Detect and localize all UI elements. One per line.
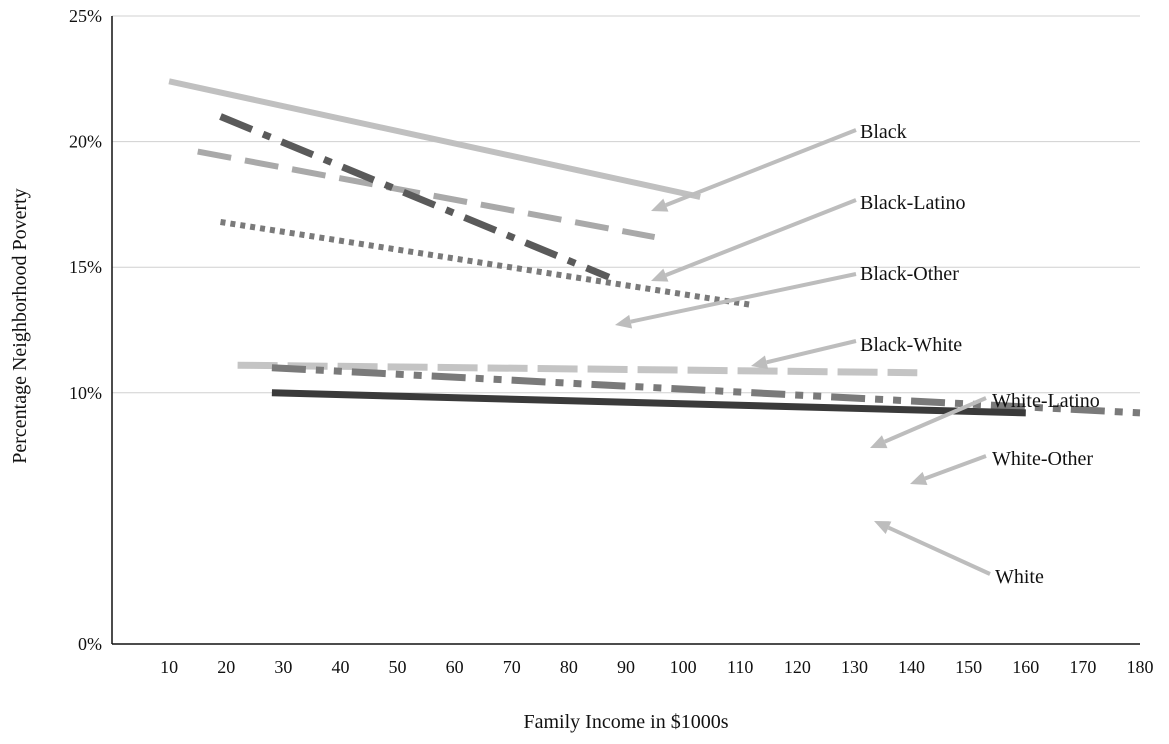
x-tick-label: 160 — [1012, 657, 1039, 677]
x-tick-label: 140 — [898, 657, 925, 677]
x-tick-label: 90 — [617, 657, 635, 677]
series-line-black-latino — [197, 148, 656, 241]
grid-lines — [112, 15, 1140, 394]
y-tick-label: 20% — [69, 132, 102, 152]
callout-arrow-white-latino — [883, 396, 987, 444]
callout-arrow-black-latino — [665, 198, 857, 277]
series-label-white-latino: White-Latino — [992, 390, 1100, 412]
x-tick-label: 30 — [274, 657, 292, 677]
series-line-white-latino — [237, 361, 918, 377]
x-tick-label: 80 — [560, 657, 578, 677]
series-lines — [168, 78, 1141, 417]
series-label-black-white: Black-White — [860, 334, 962, 356]
callout-arrowhead-black-white — [751, 355, 769, 370]
y-tick-label: 0% — [78, 634, 102, 654]
x-tick-label: 180 — [1127, 657, 1154, 677]
series-line-white-other — [271, 364, 1141, 417]
series-label-black: Black — [860, 121, 907, 143]
x-tick-label: 120 — [784, 657, 811, 677]
callout-arrowhead-white-other — [910, 471, 928, 486]
series-line-black-other — [219, 113, 611, 281]
callout-arrow-black-other — [630, 272, 857, 324]
x-tick-label: 150 — [955, 657, 982, 677]
series-label-black-other: Black-Other — [860, 263, 959, 285]
callout-arrowhead-white — [874, 521, 892, 535]
callout-arrowhead-black-other — [615, 314, 633, 329]
x-tick-label: 60 — [446, 657, 464, 677]
callout-arrowhead-black-latino — [651, 268, 669, 282]
y-tick-label: 15% — [69, 257, 102, 277]
y-tick-label: 25% — [69, 6, 102, 26]
callout-arrowhead-black — [651, 198, 669, 212]
series-label-white-other: White-Other — [992, 448, 1093, 470]
callout-arrow-white — [887, 525, 991, 576]
y-axis-title: Percentage Neighborhood Poverty — [9, 188, 31, 463]
x-tick-label: 20 — [217, 657, 235, 677]
series-line-white — [271, 389, 1026, 417]
series-line-black-white — [220, 219, 753, 308]
callout-arrow-black — [665, 128, 857, 207]
x-tick-label: 40 — [331, 657, 349, 677]
callout-arrow-black-white — [766, 339, 857, 365]
x-tick-label: 170 — [1069, 657, 1096, 677]
x-tick-label: 110 — [727, 657, 753, 677]
x-tick-label: 130 — [841, 657, 868, 677]
series-label-black-latino: Black-Latino — [860, 192, 966, 214]
tick-labels: 0% 10% 15% 20% 25% 10 20 30 40 50 60 70 80 90 100 110 12… — [69, 6, 1154, 677]
x-axis-title: Family Income in $1000s — [524, 711, 729, 733]
y-tick-label: 10% — [69, 383, 102, 403]
series-label-white: White — [995, 566, 1044, 588]
axes — [111, 16, 1140, 645]
x-tick-label: 50 — [389, 657, 407, 677]
callout-arrow-white-other — [924, 454, 987, 481]
callout-arrowhead-white-latino — [870, 435, 888, 449]
x-tick-label: 70 — [503, 657, 521, 677]
x-tick-label: 10 — [160, 657, 178, 677]
x-tick-label: 100 — [670, 657, 697, 677]
callouts: Black Black-Latino Black-Other Black-White W… — [615, 121, 1100, 588]
series-line-black — [168, 78, 701, 200]
